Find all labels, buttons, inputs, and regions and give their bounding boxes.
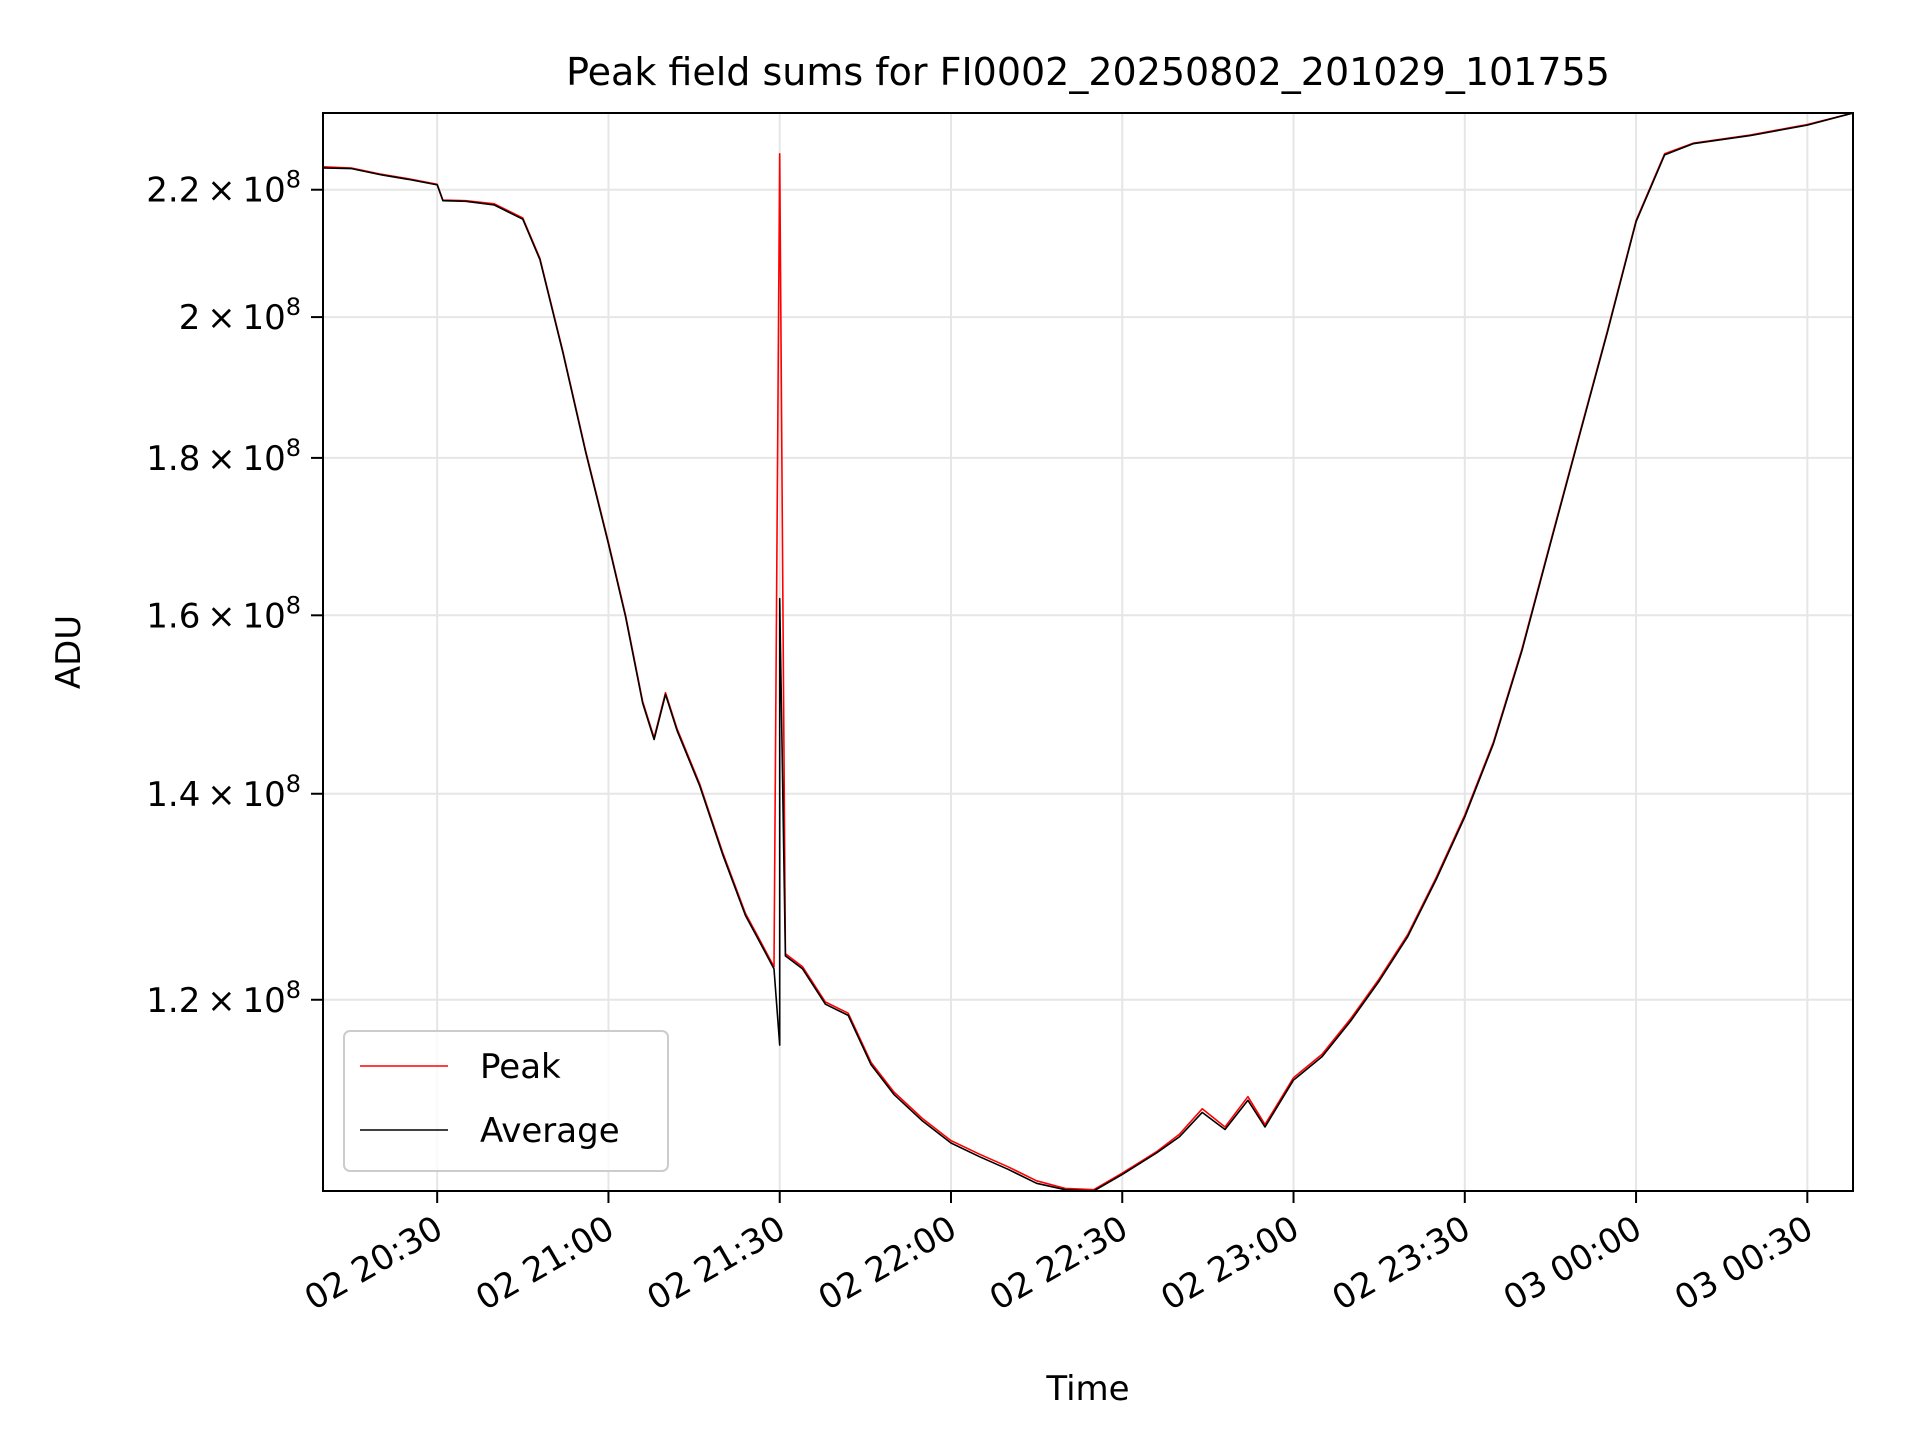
y-tick-base: 10 xyxy=(242,981,285,1021)
y-tick-exponent: 8 xyxy=(286,293,301,321)
y-tick-times: × xyxy=(200,171,242,211)
series-line-average xyxy=(323,113,1853,1191)
chart-title: Peak field sums for FI0002_20250802_2010… xyxy=(566,50,1610,94)
y-tick-base: 10 xyxy=(242,775,285,815)
legend-label-peak: Peak xyxy=(480,1047,561,1087)
y-tick-exponent: 8 xyxy=(286,591,301,619)
legend-label-average: Average xyxy=(480,1111,620,1151)
y-tick-base: 10 xyxy=(242,298,285,338)
y-tick-label: 1.8 × 108 xyxy=(146,434,301,479)
y-tick-label: 1.6 × 108 xyxy=(146,591,301,636)
y-tick-times: × xyxy=(200,439,242,479)
y-tick-mantissa: 2 xyxy=(179,298,201,338)
grid xyxy=(323,113,1853,1191)
y-tick-mantissa: 2.2 xyxy=(146,171,200,211)
y-tick-label: 2 × 108 xyxy=(179,293,301,338)
plot-frame xyxy=(322,112,1854,1192)
legend: Peak Average xyxy=(343,1030,669,1172)
x-axis-label: Time xyxy=(1045,1369,1129,1409)
y-tick-mantissa: 1.8 xyxy=(146,439,200,479)
y-tick-label: 2.2 × 108 xyxy=(146,166,301,211)
y-tick-base: 10 xyxy=(242,439,285,479)
y-tick-times: × xyxy=(200,298,242,338)
y-tick-base: 10 xyxy=(242,596,285,636)
y-tick-mantissa: 1.6 xyxy=(146,596,200,636)
y-tick-label: 1.4 × 108 xyxy=(146,770,301,815)
y-tick-mantissa: 1.4 xyxy=(146,775,200,815)
y-tick-exponent: 8 xyxy=(286,770,301,798)
y-tick-times: × xyxy=(200,981,242,1021)
y-tick-base: 10 xyxy=(242,171,285,211)
y-tick-times: × xyxy=(200,775,242,815)
y-tick-times: × xyxy=(200,596,242,636)
y-tick-mantissa: 1.2 xyxy=(146,981,200,1021)
y-tick-exponent: 8 xyxy=(286,976,301,1004)
y-tick-label: 1.2 × 108 xyxy=(146,976,301,1021)
y-tick-exponent: 8 xyxy=(286,434,301,462)
series-layer xyxy=(323,113,1853,1191)
y-tick-exponent: 8 xyxy=(286,166,301,194)
y-axis-label: ADU xyxy=(49,615,89,689)
